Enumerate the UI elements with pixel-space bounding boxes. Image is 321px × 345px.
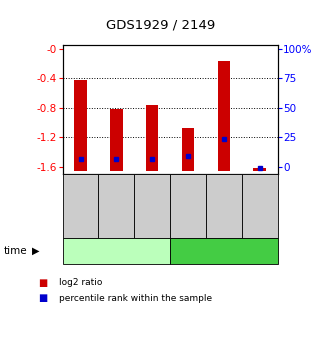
Text: time: time [3, 246, 27, 256]
Text: GSM85328: GSM85328 [255, 186, 264, 227]
Text: GSM85327: GSM85327 [219, 186, 229, 227]
Text: 6 h: 6 h [108, 246, 125, 256]
Text: 24 h: 24 h [212, 246, 236, 256]
Text: GDS1929 / 2149: GDS1929 / 2149 [106, 19, 215, 32]
Text: log2 ratio: log2 ratio [59, 278, 103, 287]
Bar [110, 109, 123, 170]
Text: ■: ■ [39, 278, 48, 288]
Text: GSM85325: GSM85325 [148, 186, 157, 227]
Bar [218, 61, 230, 170]
Bar [74, 80, 87, 170]
Bar [182, 128, 194, 170]
Bar [254, 168, 266, 170]
Text: GSM85324: GSM85324 [112, 186, 121, 227]
Text: ■: ■ [39, 294, 48, 303]
Text: GSM85323: GSM85323 [76, 186, 85, 227]
Text: percentile rank within the sample: percentile rank within the sample [59, 294, 213, 303]
Bar [146, 106, 159, 170]
Text: ▶: ▶ [32, 246, 39, 256]
Text: GSM85326: GSM85326 [184, 186, 193, 227]
